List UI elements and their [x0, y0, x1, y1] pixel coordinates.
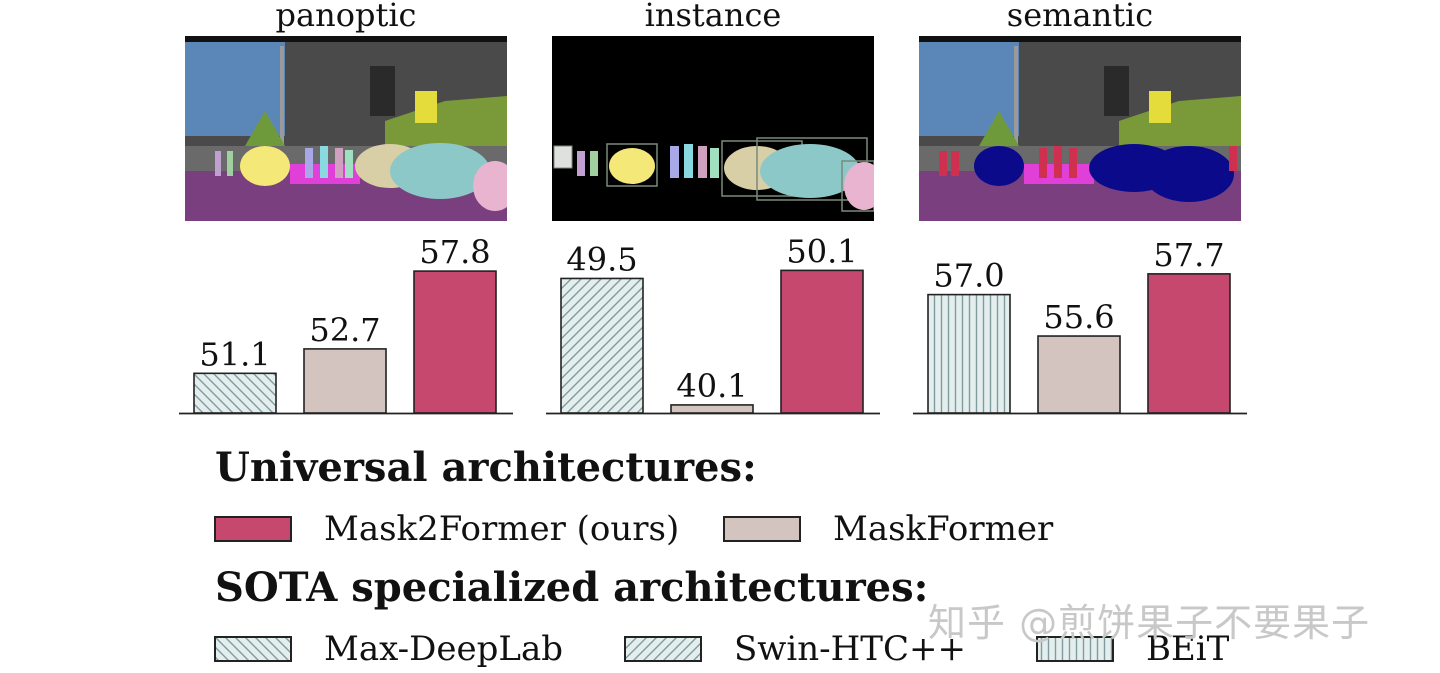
- legend-label-beit: BEiT: [1146, 629, 1230, 669]
- semantic-segmentation-thumbnail: [919, 36, 1241, 221]
- instance-value-label: 49.5: [566, 240, 637, 278]
- semantic-value-label: 57.7: [1153, 236, 1224, 274]
- legend-universal-heading: Universal architectures:: [215, 444, 757, 491]
- instance-bar-swin-htc: [560, 277, 644, 414]
- semantic-value-label: 55.6: [1043, 298, 1114, 336]
- legend-label-swin-htc: Swin-HTC++: [734, 629, 966, 669]
- panoptic-value-label: 52.7: [309, 311, 380, 349]
- panoptic-bar-mask2former-ours: [413, 270, 497, 414]
- legend-sota-heading: SOTA specialized architectures:: [215, 564, 929, 611]
- instance-segmentation-thumbnail: [552, 36, 874, 221]
- instance-bar-maskformer: [670, 404, 754, 414]
- semantic-bar-beit: [927, 293, 1011, 414]
- watermark: 知乎 @煎饼果子不要果子: [928, 601, 1371, 645]
- semantic-value-label: 57.0: [933, 257, 1004, 295]
- panoptic-value-label: 57.8: [419, 233, 490, 271]
- panoptic-value-label: 51.1: [199, 335, 270, 373]
- semantic-bar-mask2former-ours: [1147, 273, 1231, 414]
- panoptic-bar-max-deeplab: [193, 372, 277, 414]
- panoptic-bar-maskformer: [303, 348, 387, 414]
- legend-swatch-mask2former: [214, 516, 292, 542]
- legend-swatch-beit: [1036, 636, 1114, 662]
- instance-value-label: 50.1: [786, 232, 857, 270]
- panel-title-semantic: semantic: [1006, 0, 1154, 34]
- instance-value-label: 40.1: [676, 367, 747, 405]
- instance-bar-mask2former-ours: [780, 269, 864, 414]
- legend-swatch-max-deeplab: [214, 636, 292, 662]
- panoptic-segmentation-thumbnail: [185, 36, 507, 221]
- panel-title-instance: instance: [644, 0, 782, 34]
- legend-label-mask2former: Mask2Former (ours): [324, 509, 680, 549]
- panel-title-panoptic: panoptic: [275, 0, 417, 34]
- legend-swatch-swin-htc: [624, 636, 702, 662]
- semantic-bar-maskformer: [1037, 335, 1121, 414]
- legend-label-max-deeplab: Max-DeepLab: [324, 629, 564, 669]
- legend-label-maskformer: MaskFormer: [833, 509, 1054, 549]
- legend-swatch-maskformer: [723, 516, 801, 542]
